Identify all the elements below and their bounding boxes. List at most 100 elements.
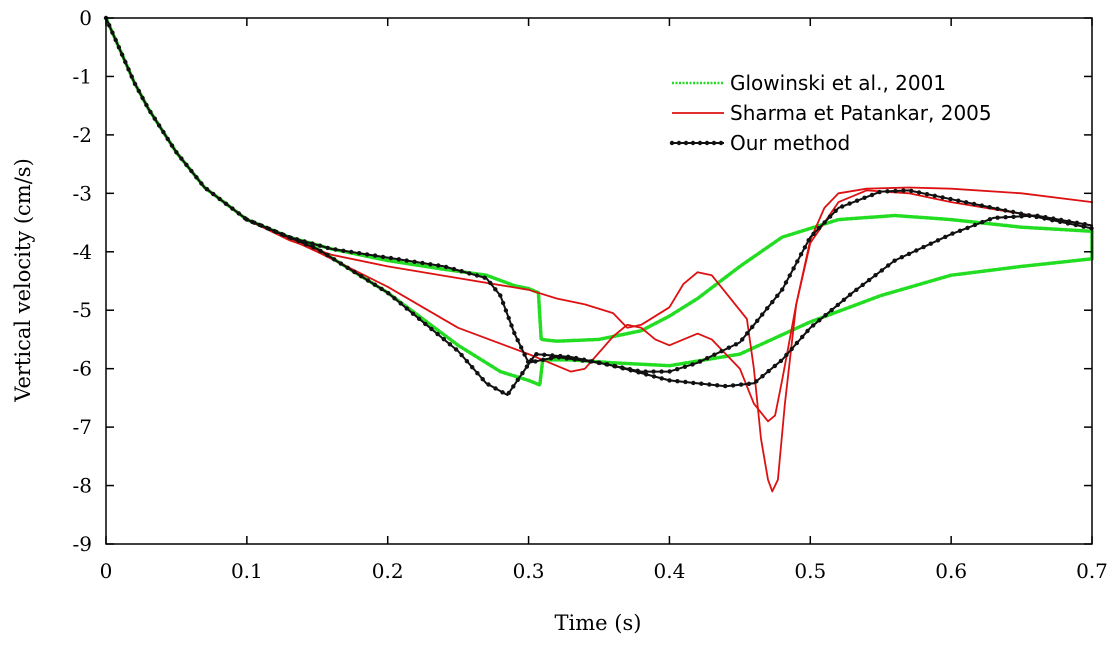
series-marker bbox=[396, 257, 401, 262]
series-marker bbox=[766, 368, 771, 374]
series-marker bbox=[169, 143, 175, 148]
series-marker bbox=[357, 251, 362, 256]
series-marker bbox=[628, 368, 633, 373]
series-marker bbox=[1019, 214, 1024, 219]
x-tick-label: 0.7 bbox=[1076, 559, 1108, 583]
series-marker bbox=[352, 269, 357, 275]
series-marker bbox=[690, 362, 695, 367]
x-tick-label: 0.4 bbox=[654, 559, 686, 583]
series-marker bbox=[236, 211, 241, 216]
legend-marker bbox=[676, 140, 682, 146]
series-marker bbox=[789, 346, 794, 352]
series-marker bbox=[987, 217, 993, 222]
series-marker bbox=[500, 300, 506, 306]
series-marker bbox=[787, 273, 792, 278]
series-marker bbox=[116, 45, 122, 50]
series-marker bbox=[435, 331, 440, 337]
series-marker bbox=[520, 371, 525, 376]
series-marker bbox=[816, 225, 822, 231]
series-marker bbox=[470, 365, 475, 370]
series-marker bbox=[341, 248, 346, 253]
series-marker bbox=[148, 109, 153, 115]
series-marker bbox=[392, 296, 397, 301]
series-marker bbox=[822, 220, 827, 225]
series-marker bbox=[802, 245, 808, 250]
series-marker bbox=[950, 231, 955, 236]
series-marker bbox=[522, 352, 527, 357]
y-tick-label: 0 bbox=[79, 6, 92, 30]
series-marker bbox=[550, 353, 555, 358]
series-marker bbox=[303, 242, 309, 247]
series-marker bbox=[733, 342, 739, 347]
series-marker bbox=[835, 302, 840, 308]
series-marker bbox=[534, 352, 539, 357]
series-marker bbox=[281, 232, 286, 238]
series-marker bbox=[784, 352, 789, 358]
series-marker bbox=[847, 292, 853, 297]
series-marker bbox=[156, 123, 162, 128]
series-marker bbox=[217, 196, 222, 202]
series-marker bbox=[723, 383, 728, 389]
series-marker bbox=[862, 195, 867, 200]
series-marker bbox=[244, 217, 250, 222]
series-marker bbox=[760, 374, 765, 379]
series-marker bbox=[651, 369, 656, 374]
series-marker bbox=[963, 200, 969, 205]
series-marker bbox=[404, 258, 409, 263]
series-marker bbox=[144, 102, 149, 108]
x-tick-label: 0 bbox=[100, 559, 113, 583]
series-marker bbox=[475, 371, 480, 376]
series-marker bbox=[755, 318, 760, 323]
series-marker bbox=[498, 293, 503, 298]
series-marker bbox=[697, 359, 703, 364]
series-marker bbox=[775, 293, 780, 298]
legend-marker bbox=[690, 140, 696, 146]
series-marker bbox=[266, 226, 272, 231]
series-marker bbox=[429, 326, 434, 332]
series-marker bbox=[707, 382, 712, 387]
series-marker bbox=[745, 331, 750, 336]
series-marker bbox=[436, 263, 441, 268]
series-marker bbox=[515, 338, 520, 343]
series-marker bbox=[1003, 215, 1008, 220]
series-marker bbox=[877, 189, 882, 195]
series-marker bbox=[916, 190, 922, 195]
series-marker bbox=[412, 259, 417, 264]
series-marker bbox=[480, 377, 485, 382]
series-marker bbox=[1051, 216, 1056, 221]
series-marker bbox=[512, 330, 517, 336]
series-marker bbox=[398, 301, 403, 306]
series-marker bbox=[542, 352, 547, 357]
series-marker bbox=[464, 359, 470, 364]
series-marker bbox=[620, 366, 626, 371]
series-marker bbox=[152, 116, 157, 121]
series-marker bbox=[184, 162, 189, 167]
series-marker bbox=[705, 356, 710, 361]
series-marker bbox=[847, 201, 852, 206]
series-line-1-1 bbox=[246, 189, 1093, 423]
legend-marker bbox=[711, 140, 717, 146]
series-marker bbox=[956, 198, 961, 203]
series-marker bbox=[179, 156, 184, 161]
series-marker bbox=[972, 222, 978, 228]
series-marker bbox=[525, 359, 531, 364]
series-marker bbox=[199, 181, 204, 186]
series-marker bbox=[132, 81, 138, 87]
series-marker bbox=[730, 383, 736, 388]
series-marker bbox=[506, 315, 511, 321]
series-marker bbox=[296, 238, 301, 244]
series-marker bbox=[204, 187, 210, 192]
series-marker bbox=[667, 378, 672, 383]
series-marker bbox=[488, 280, 493, 286]
series-marker bbox=[338, 261, 344, 266]
series-marker bbox=[558, 353, 563, 359]
series-marker bbox=[223, 201, 229, 206]
series-marker bbox=[129, 74, 134, 79]
series-marker bbox=[372, 253, 378, 258]
series-marker bbox=[892, 258, 897, 263]
series-marker bbox=[613, 364, 618, 369]
series-marker bbox=[798, 252, 804, 257]
series-marker bbox=[980, 219, 985, 225]
series-marker bbox=[161, 129, 166, 135]
